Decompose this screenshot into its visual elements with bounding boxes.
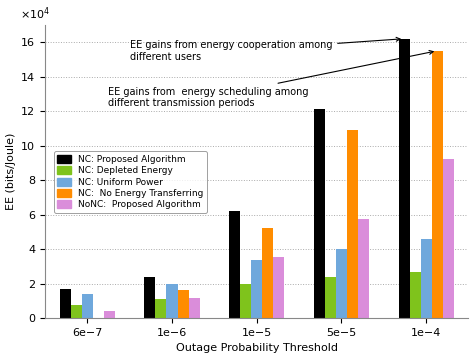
Bar [104,311,115,318]
Bar [155,299,166,318]
Text: $\times 10^4$: $\times 10^4$ [19,5,50,22]
Legend: NC: Proposed Algorithm, NC: Depleted Energy, NC: Uniform Power, NC:  No Energy T: NC: Proposed Algorithm, NC: Depleted Ene… [54,151,207,213]
Bar [273,257,284,318]
Bar [229,211,240,318]
Text: EE gains from  energy scheduling among
different transmission periods: EE gains from energy scheduling among di… [109,51,433,108]
Bar [262,228,273,318]
Bar [443,159,454,318]
Bar [410,272,420,318]
Bar [82,294,93,318]
Bar [251,260,262,318]
Y-axis label: EE (bits/Joule): EE (bits/Joule) [6,133,16,210]
Bar [325,277,336,318]
Bar [60,289,71,318]
Text: EE gains from energy cooperation among
different users: EE gains from energy cooperation among d… [130,37,400,62]
Bar [166,284,177,318]
Bar [399,39,410,318]
Bar [432,51,443,318]
Bar [240,284,251,318]
Bar [189,298,200,318]
Bar [71,305,82,318]
X-axis label: Outage Probability Threshold: Outage Probability Threshold [176,344,337,354]
Bar [145,277,155,318]
Bar [347,130,358,318]
Bar [336,249,347,318]
Bar [177,290,189,318]
Bar [358,219,369,318]
Bar [420,239,432,318]
Bar [314,109,325,318]
